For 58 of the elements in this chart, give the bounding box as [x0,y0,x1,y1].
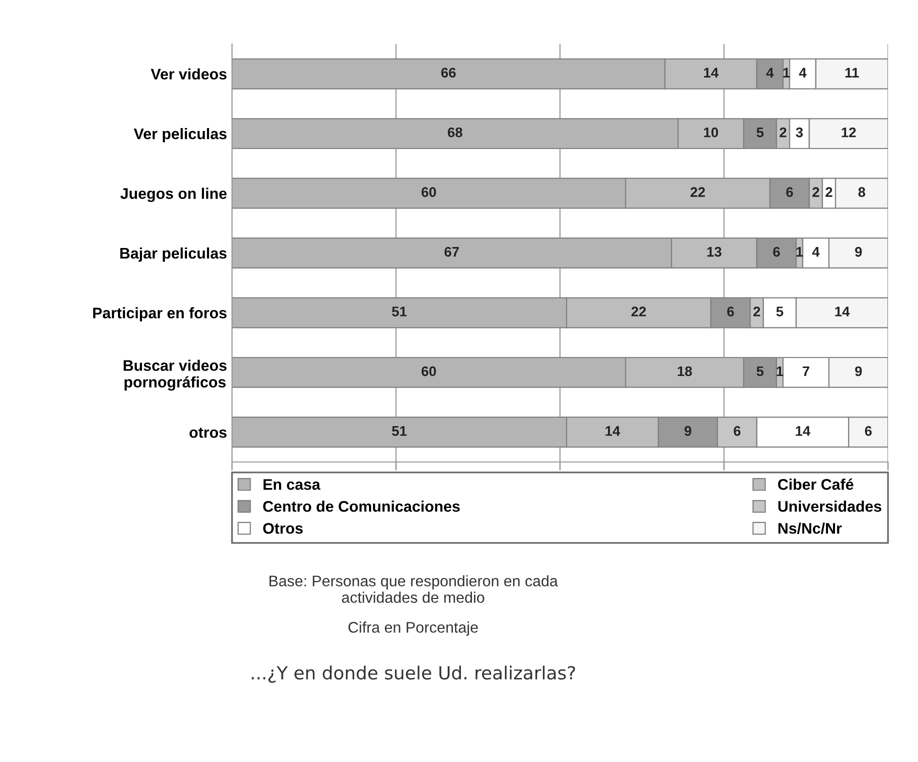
data-label: 5 [756,366,764,376]
y-tick-label: Buscar videos pornográficos [124,360,227,391]
data-label: 13 [707,246,722,257]
data-label: 14 [606,426,620,436]
legend-label: Ns/Nc/Nr [778,522,842,534]
y-tick-label: Ver peliculas [134,128,227,142]
legend-label: Otros [263,522,303,534]
data-label: 5 [756,128,764,138]
data-label: 60 [422,187,436,198]
data-label: 51 [392,306,407,316]
data-label: 6 [773,246,780,257]
text: ...¿Y en donde suele Ud. realizarlas? [252,666,576,683]
data-label: 4 [812,247,820,257]
data-label: 12 [842,127,856,138]
data-label: 67 [444,246,459,257]
text: Cifra en Porcentaje [348,622,478,636]
data-label: 2 [753,306,760,316]
data-label: 9 [855,366,862,376]
data-label: 2 [812,187,820,197]
data-label: 1 [783,68,790,78]
data-label: 1 [776,366,784,376]
data-label: 6 [734,426,740,436]
data-label: 9 [855,246,862,257]
data-label: 14 [796,426,810,436]
data-label: 10 [704,127,718,138]
y-tick-label: Juegos on line [120,188,227,202]
data-label: 6 [786,187,793,198]
data-label: 8 [858,187,866,198]
legend-label: Centro de Comunicaciones [263,500,460,512]
y-tick-label: Bajar peliculas [120,247,227,262]
legend-label: Ciber Café [778,478,854,490]
legend-label: Universidades [778,500,882,512]
data-label: 6 [864,426,872,436]
y-tick-label: otros [190,428,227,438]
data-label: 3 [796,127,803,138]
data-label: 14 [704,68,719,78]
data-label: 2 [780,127,786,138]
data-label: 66 [441,68,456,78]
data-label: 14 [835,306,850,316]
data-label: 9 [684,426,692,436]
data-label: 18 [678,366,692,376]
y-tick-label: Ver videos [150,68,227,80]
data-label: 51 [392,426,407,436]
data-label: 22 [631,306,646,316]
data-label: 7 [802,366,810,376]
data-label: 68 [448,127,462,138]
y-tick-label: Participar en foros [93,307,227,322]
legend-label: En casa [264,479,320,490]
data-label: 6 [727,306,734,316]
data-label: 4 [766,68,774,78]
data-label: 1 [796,247,803,257]
text: Base: Personas que respondieron en cada actividades de medio [270,575,558,603]
data-label: 11 [845,68,859,78]
data-label: 22 [690,187,705,197]
data-label: 2 [826,187,832,197]
data-label: 60 [422,366,436,376]
data-label: 5 [776,306,784,316]
data-label: 4 [799,68,807,78]
